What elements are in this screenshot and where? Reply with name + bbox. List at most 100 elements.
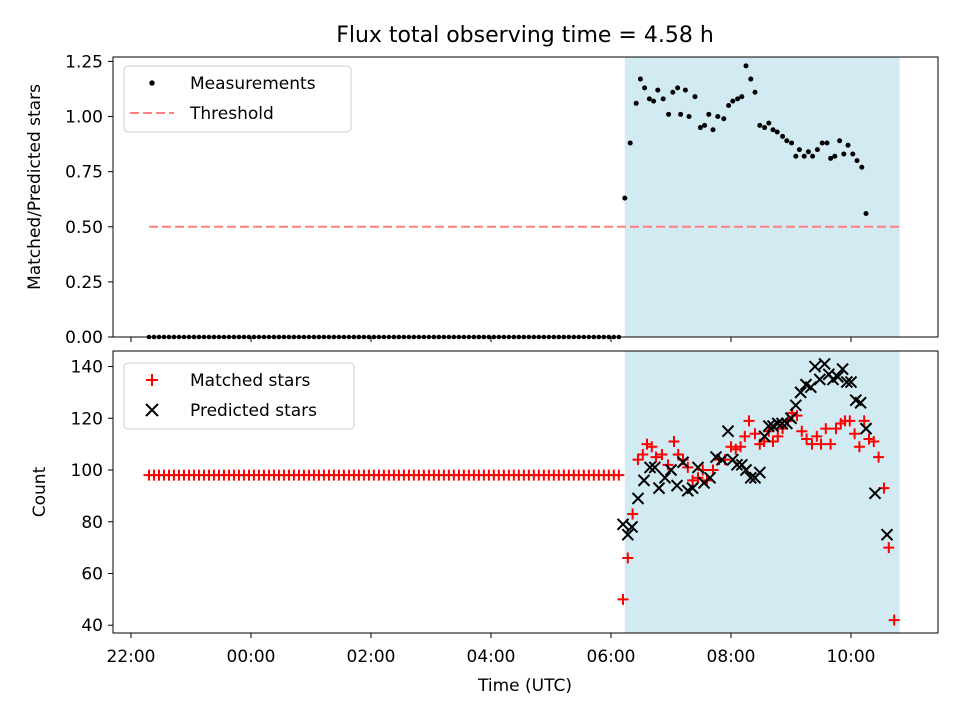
predicted-star-point (744, 471, 758, 484)
predicted-star-point (686, 481, 699, 495)
predicted-star-point (775, 417, 789, 430)
bottom-y-tick-label: 60 (81, 564, 103, 584)
measurement-point (757, 122, 763, 128)
legend-predicted-marker (145, 403, 159, 417)
matched-star-point (830, 423, 842, 435)
measurement-point (706, 111, 712, 117)
top-legend-box (123, 65, 352, 133)
x-tick-label: 04:00 (467, 647, 516, 667)
measurement-point (678, 111, 684, 117)
legend-matched-label: Matched stars (190, 371, 310, 391)
chart-title: Flux total observing time = 4.58 h (336, 23, 714, 48)
bottom-y-tick-label: 40 (81, 616, 103, 636)
predicted-star-point (794, 386, 807, 399)
measurement-point (686, 114, 692, 120)
measurement-point (819, 140, 825, 146)
legend-threshold-label: Threshold (189, 104, 274, 124)
matched-star-point (650, 451, 662, 463)
x-tick-label: 08:00 (707, 647, 756, 667)
matched-star-point (646, 441, 658, 453)
measurement-point (801, 153, 807, 159)
bottom-y-tick-label: 100 (71, 461, 103, 481)
measurement-point (633, 100, 639, 106)
matched-star-point (668, 436, 680, 448)
predicted-star-point (868, 487, 882, 500)
predicted-star-point (818, 357, 831, 371)
predicted-star-point (753, 466, 767, 479)
bottom-panel: 40 60 80 100 120 140 22:00 00:00 02:00 04:00 06:0… (30, 350, 939, 696)
matched-star-point (687, 474, 699, 486)
measurement-point (670, 89, 676, 95)
x-tick-label: 10:00 (827, 647, 876, 667)
measurement-point (762, 125, 768, 131)
matched-star-points (143, 407, 900, 626)
predicted-star-point (648, 461, 662, 474)
matched-star-point (825, 438, 837, 450)
predicted-star-point (721, 424, 735, 438)
measurement-point (780, 133, 786, 139)
bottom-observing-span (624, 351, 900, 633)
matched-star-point (815, 438, 827, 450)
matched-star-point (858, 415, 870, 427)
predicted-star-point (643, 461, 657, 474)
measurement-point (814, 147, 820, 153)
measurement-point (710, 127, 716, 133)
top-x-ticks (130, 337, 852, 342)
matched-star-point (883, 542, 895, 554)
measurement-point (715, 114, 721, 120)
measurement-point (739, 94, 745, 100)
measurement-point (666, 111, 672, 117)
x-tick-label: 06:00 (587, 647, 636, 667)
predicted-star-point (676, 456, 690, 469)
measurement-point (637, 76, 643, 82)
predicted-star-point (880, 528, 894, 541)
measurement-point (824, 140, 830, 146)
predicted-star-point (715, 453, 729, 466)
matched-star-point (811, 430, 823, 442)
predicted-star-point (844, 375, 858, 389)
predicted-star-point (854, 396, 867, 409)
legend-matched-marker (146, 374, 158, 386)
matched-star-point (868, 436, 880, 448)
matched-star-point (627, 508, 639, 520)
measurement-point (774, 129, 780, 135)
predicted-star-point (758, 430, 771, 443)
measurement-point (651, 98, 657, 104)
top-plot-frame (112, 56, 939, 338)
matched-star-point (641, 438, 653, 450)
measurement-point (837, 138, 843, 144)
matched-star-point (632, 454, 644, 466)
bottom-y-axis: 40 60 80 100 120 140 (71, 358, 113, 636)
matched-star-point (662, 459, 674, 471)
measurement-point (863, 211, 869, 217)
top-y-tick-label: 0.00 (65, 328, 103, 348)
predicted-star-point (664, 463, 678, 477)
matched-star-point (730, 443, 742, 455)
measurement-point (805, 149, 811, 155)
measurement-point (735, 96, 741, 102)
predicted-star-points (616, 357, 894, 541)
matched-star-point (844, 415, 856, 427)
predicted-star-point (670, 479, 684, 492)
matched-star-point (849, 428, 861, 440)
measurement-point (793, 153, 799, 159)
matched-star-point (743, 415, 755, 427)
measurement-point (622, 195, 628, 201)
x-axis-label: Time (UTC) (477, 676, 572, 696)
measurement-point (675, 85, 681, 91)
measurement-point (682, 87, 688, 93)
predicted-star-point (637, 474, 651, 487)
measurement-point (796, 147, 802, 153)
measurement-point (752, 89, 758, 95)
measurement-point (726, 103, 732, 109)
top-y-axis: 0.00 0.25 0.50 0.75 1.00 1.25 (65, 52, 113, 348)
x-tick-label: 02:00 (347, 647, 396, 667)
measurement-point (730, 98, 736, 104)
legend-measurements-label: Measurements (190, 74, 316, 94)
bottom-y-tick-label: 140 (71, 358, 103, 378)
measurement-point (854, 158, 860, 164)
predicted-star-point (808, 360, 822, 373)
top-legend: Measurements Threshold (123, 65, 352, 133)
predicted-star-point (831, 370, 845, 384)
matched-star-point (637, 448, 649, 460)
